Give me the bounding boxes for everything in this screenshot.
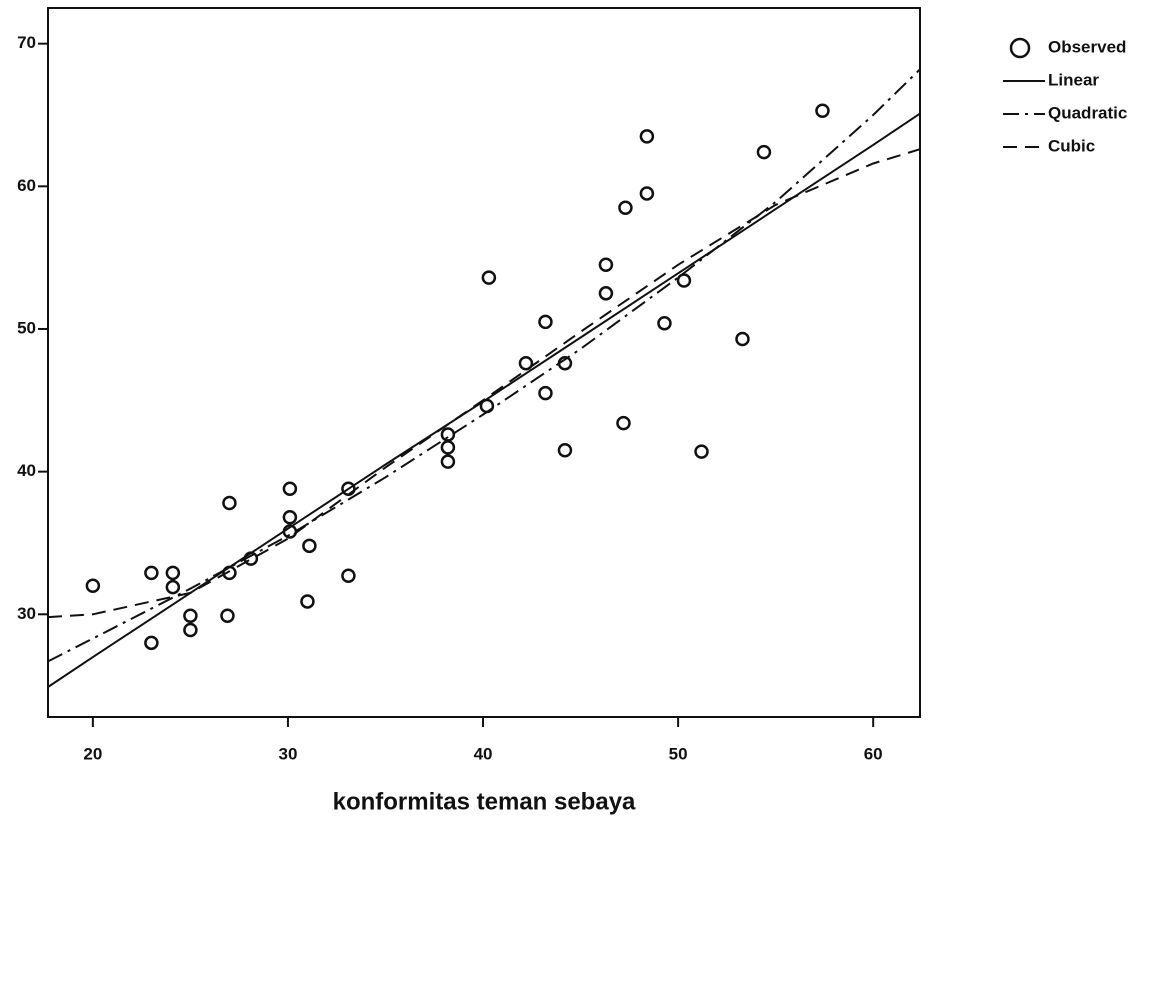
- observed-point: [538, 314, 553, 330]
- observed-point: [300, 594, 315, 609]
- y-tick-label: 50: [17, 318, 36, 337]
- observed-point: [144, 565, 159, 581]
- observed-point: [694, 444, 709, 459]
- fit-line: [47, 112, 921, 688]
- observed-point: [282, 510, 298, 525]
- observed-point: [222, 495, 237, 511]
- x-tick-label: 60: [864, 744, 883, 763]
- y-tick-label: 70: [17, 33, 36, 52]
- legend-text: Quadratic: [1048, 103, 1127, 122]
- observed-point: [616, 415, 631, 431]
- observed-point: [144, 635, 159, 651]
- y-tick-label: 30: [17, 604, 36, 623]
- observed-point: [598, 286, 614, 301]
- observed-point: [657, 316, 672, 331]
- legend-text: Linear: [1048, 70, 1099, 89]
- observed-point: [618, 200, 633, 215]
- fit-line: [47, 68, 921, 663]
- observed-point: [639, 129, 655, 144]
- observed-point: [815, 103, 830, 118]
- observed-point: [183, 608, 198, 623]
- observed-point: [440, 440, 456, 455]
- observed-point: [639, 186, 655, 201]
- x-axis-title: konformitas teman sebaya: [333, 788, 636, 815]
- observed-point: [598, 257, 614, 273]
- observed-point: [282, 481, 298, 497]
- observed-point: [538, 385, 553, 401]
- observed-point: [481, 270, 497, 285]
- x-tick-label: 50: [669, 744, 688, 763]
- observed-point: [220, 608, 235, 623]
- observed-point: [518, 355, 534, 371]
- fit-line: [47, 148, 921, 619]
- observed-point: [183, 622, 198, 638]
- observed-point: [676, 273, 692, 288]
- observed-point: [735, 331, 750, 347]
- y-tick-label: 40: [17, 461, 36, 480]
- legend-text: Cubic: [1048, 136, 1095, 155]
- legend-marker: [1009, 37, 1031, 59]
- observed-point: [85, 578, 101, 594]
- plot-frame: [47, 7, 921, 718]
- legend-text: Observed: [1048, 37, 1126, 56]
- observed-point: [440, 427, 456, 442]
- x-tick-label: 20: [83, 744, 102, 763]
- observed-point: [165, 565, 181, 581]
- observed-point: [341, 568, 356, 584]
- observed-point: [165, 579, 181, 595]
- x-tick-label: 40: [474, 744, 493, 763]
- x-tick-label: 30: [278, 744, 297, 763]
- y-tick-label: 60: [17, 176, 36, 195]
- observed-point: [557, 442, 573, 458]
- observed-point: [302, 538, 317, 554]
- observed-point: [440, 454, 456, 469]
- observed-point: [756, 144, 772, 160]
